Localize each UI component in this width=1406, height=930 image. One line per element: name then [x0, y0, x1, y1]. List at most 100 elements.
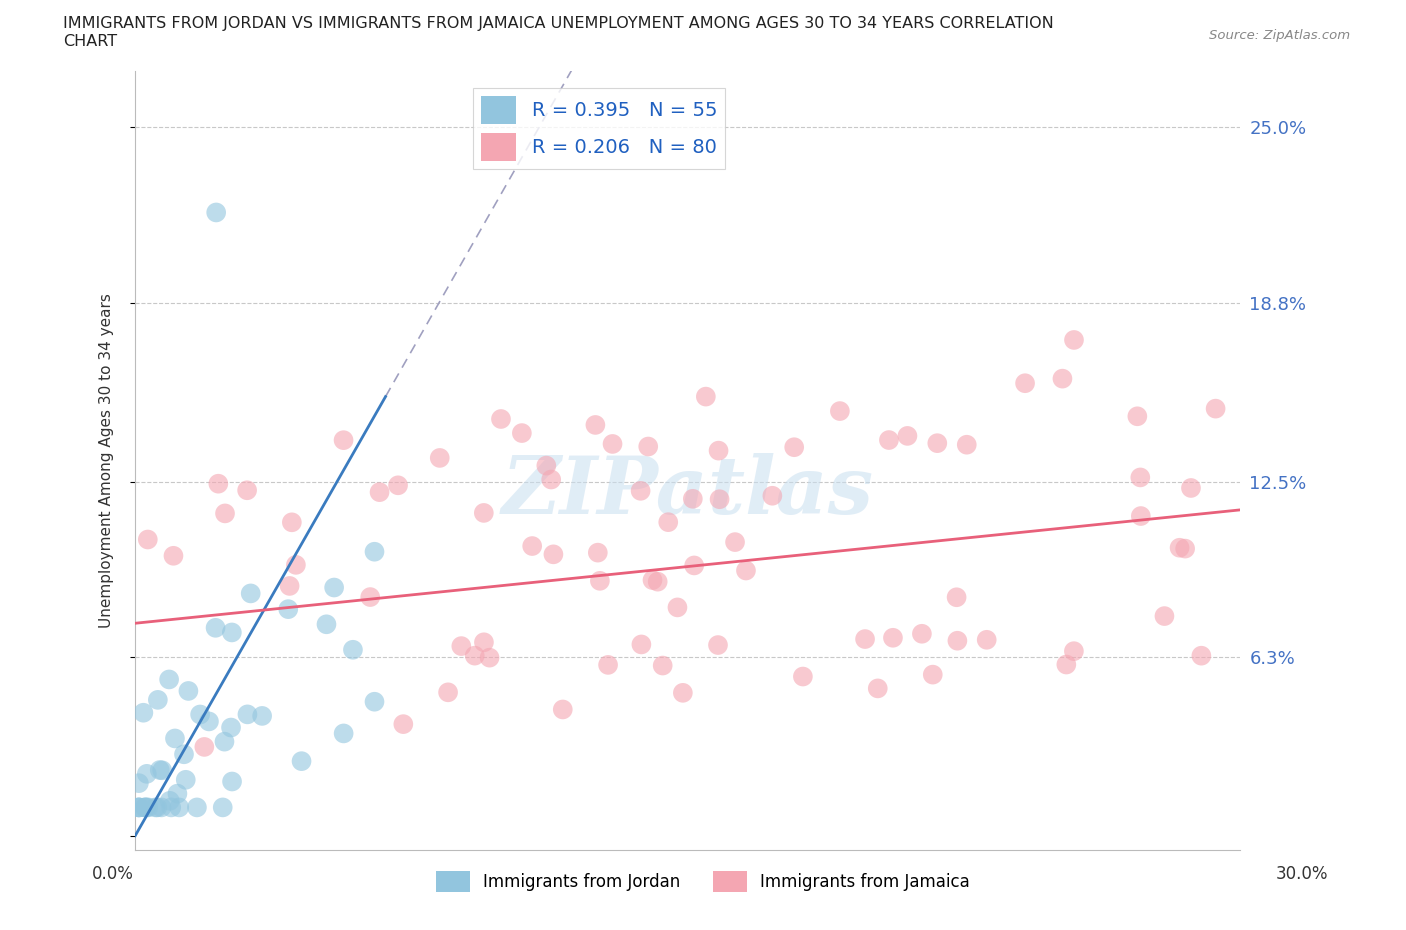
- Point: [853, 631, 876, 646]
- Point: [976, 632, 998, 647]
- Point: [392, 717, 415, 732]
- Point: [146, 693, 169, 708]
- Point: [602, 436, 624, 451]
- Point: [510, 426, 533, 441]
- Point: [205, 205, 228, 219]
- Point: [1052, 371, 1074, 386]
- Point: [166, 786, 188, 801]
- Point: [284, 557, 307, 572]
- Point: [882, 631, 904, 645]
- Point: [1180, 481, 1202, 496]
- Point: [927, 436, 949, 451]
- Point: [877, 432, 900, 447]
- Point: [1129, 509, 1152, 524]
- Point: [363, 695, 385, 710]
- Point: [1168, 540, 1191, 555]
- Point: [735, 563, 758, 578]
- Point: [695, 389, 717, 404]
- Point: [236, 707, 259, 722]
- Point: [921, 667, 943, 682]
- Point: [709, 492, 731, 507]
- Point: [672, 685, 695, 700]
- Point: [1054, 658, 1077, 672]
- Point: [472, 635, 495, 650]
- Point: [1189, 648, 1212, 663]
- Point: [160, 800, 183, 815]
- Point: [666, 600, 689, 615]
- Legend: Immigrants from Jordan, Immigrants from Jamaica: Immigrants from Jordan, Immigrants from …: [429, 865, 977, 898]
- Point: [186, 800, 208, 815]
- Point: [128, 800, 150, 815]
- Point: [387, 478, 409, 493]
- Point: [132, 705, 155, 720]
- Point: [221, 774, 243, 789]
- Point: [911, 626, 934, 641]
- Point: [134, 800, 156, 815]
- Point: [146, 800, 169, 815]
- Point: [450, 639, 472, 654]
- Point: [145, 800, 167, 815]
- Point: [163, 731, 186, 746]
- Point: [1063, 333, 1085, 348]
- Point: [149, 763, 172, 777]
- Legend: R = 0.395   N = 55, R = 0.206   N = 80: R = 0.395 N = 55, R = 0.206 N = 80: [474, 88, 725, 168]
- Point: [583, 418, 606, 432]
- Point: [1153, 608, 1175, 623]
- Point: [946, 633, 969, 648]
- Point: [651, 658, 673, 673]
- Point: [193, 739, 215, 754]
- Point: [188, 707, 211, 722]
- Point: [177, 684, 200, 698]
- Point: [682, 491, 704, 506]
- Point: [128, 800, 150, 815]
- Point: [134, 800, 156, 815]
- Point: [761, 488, 783, 503]
- Point: [150, 763, 173, 777]
- Point: [214, 734, 236, 749]
- Point: [1174, 541, 1197, 556]
- Point: [214, 506, 236, 521]
- Point: [128, 776, 150, 790]
- Point: [323, 580, 346, 595]
- Point: [543, 547, 565, 562]
- Text: CHART: CHART: [63, 34, 117, 49]
- Point: [277, 602, 299, 617]
- Point: [239, 586, 262, 601]
- Point: [198, 714, 221, 729]
- Point: [478, 650, 501, 665]
- Point: [464, 648, 486, 663]
- Point: [211, 800, 233, 815]
- Text: Source: ZipAtlas.com: Source: ZipAtlas.com: [1209, 29, 1350, 42]
- Point: [437, 684, 460, 699]
- Point: [1205, 401, 1227, 416]
- Point: [536, 458, 558, 473]
- Point: [332, 432, 354, 447]
- Point: [596, 658, 619, 672]
- Point: [167, 800, 190, 815]
- Y-axis label: Unemployment Among Ages 30 to 34 years: Unemployment Among Ages 30 to 34 years: [100, 293, 114, 628]
- Point: [647, 574, 669, 589]
- Point: [332, 726, 354, 741]
- Point: [221, 625, 243, 640]
- Point: [429, 450, 451, 465]
- Point: [707, 638, 730, 653]
- Point: [135, 800, 157, 815]
- Point: [204, 620, 226, 635]
- Point: [896, 429, 918, 444]
- Point: [290, 753, 312, 768]
- Point: [363, 544, 385, 559]
- Point: [551, 702, 574, 717]
- Point: [945, 590, 967, 604]
- Point: [173, 747, 195, 762]
- Point: [956, 437, 979, 452]
- Text: IMMIGRANTS FROM JORDAN VS IMMIGRANTS FROM JAMAICA UNEMPLOYMENT AMONG AGES 30 TO : IMMIGRANTS FROM JORDAN VS IMMIGRANTS FRO…: [63, 16, 1054, 31]
- Point: [128, 800, 150, 815]
- Point: [135, 766, 157, 781]
- Point: [136, 532, 159, 547]
- Point: [136, 800, 159, 815]
- Point: [683, 558, 706, 573]
- Point: [278, 578, 301, 593]
- Point: [219, 720, 242, 735]
- Point: [162, 549, 184, 564]
- Point: [589, 574, 612, 589]
